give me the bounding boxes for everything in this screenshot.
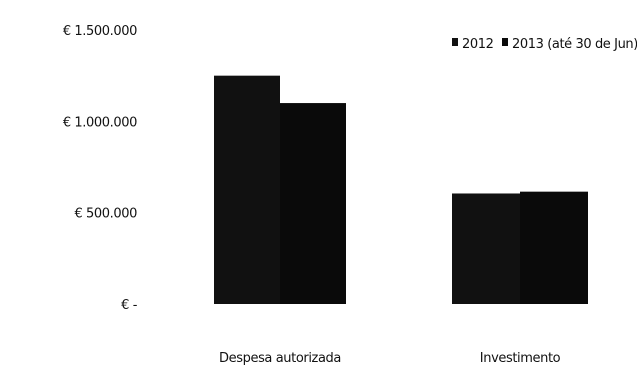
y-axis: € - € 500.000 € 1.000.000 € 1.500.000 [63,24,138,313]
bar-series-1 [214,75,280,305]
legend-label: 2013 (até 30 de Jun) [512,37,637,52]
y-tick-label: € 1.500.000 [63,24,137,39]
bar-series-2 [280,103,346,304]
category-label: Despesa autorizada [219,351,341,366]
bars [214,75,588,305]
legend-swatch [502,38,508,46]
legend-label: 2012 [462,37,493,52]
y-tick-label: € 1.000.000 [63,115,137,130]
legend-swatch [452,38,458,46]
legend: 2012 2013 (até 30 de Jun) [452,37,637,52]
y-tick-label: € - [121,298,138,313]
bar-series-1 [452,193,520,304]
x-axis: Despesa autorizada Investimento [219,351,561,366]
category-label: Investimento [480,351,561,366]
y-tick-label: € 500.000 [74,207,137,222]
bar-series-2 [520,191,588,304]
